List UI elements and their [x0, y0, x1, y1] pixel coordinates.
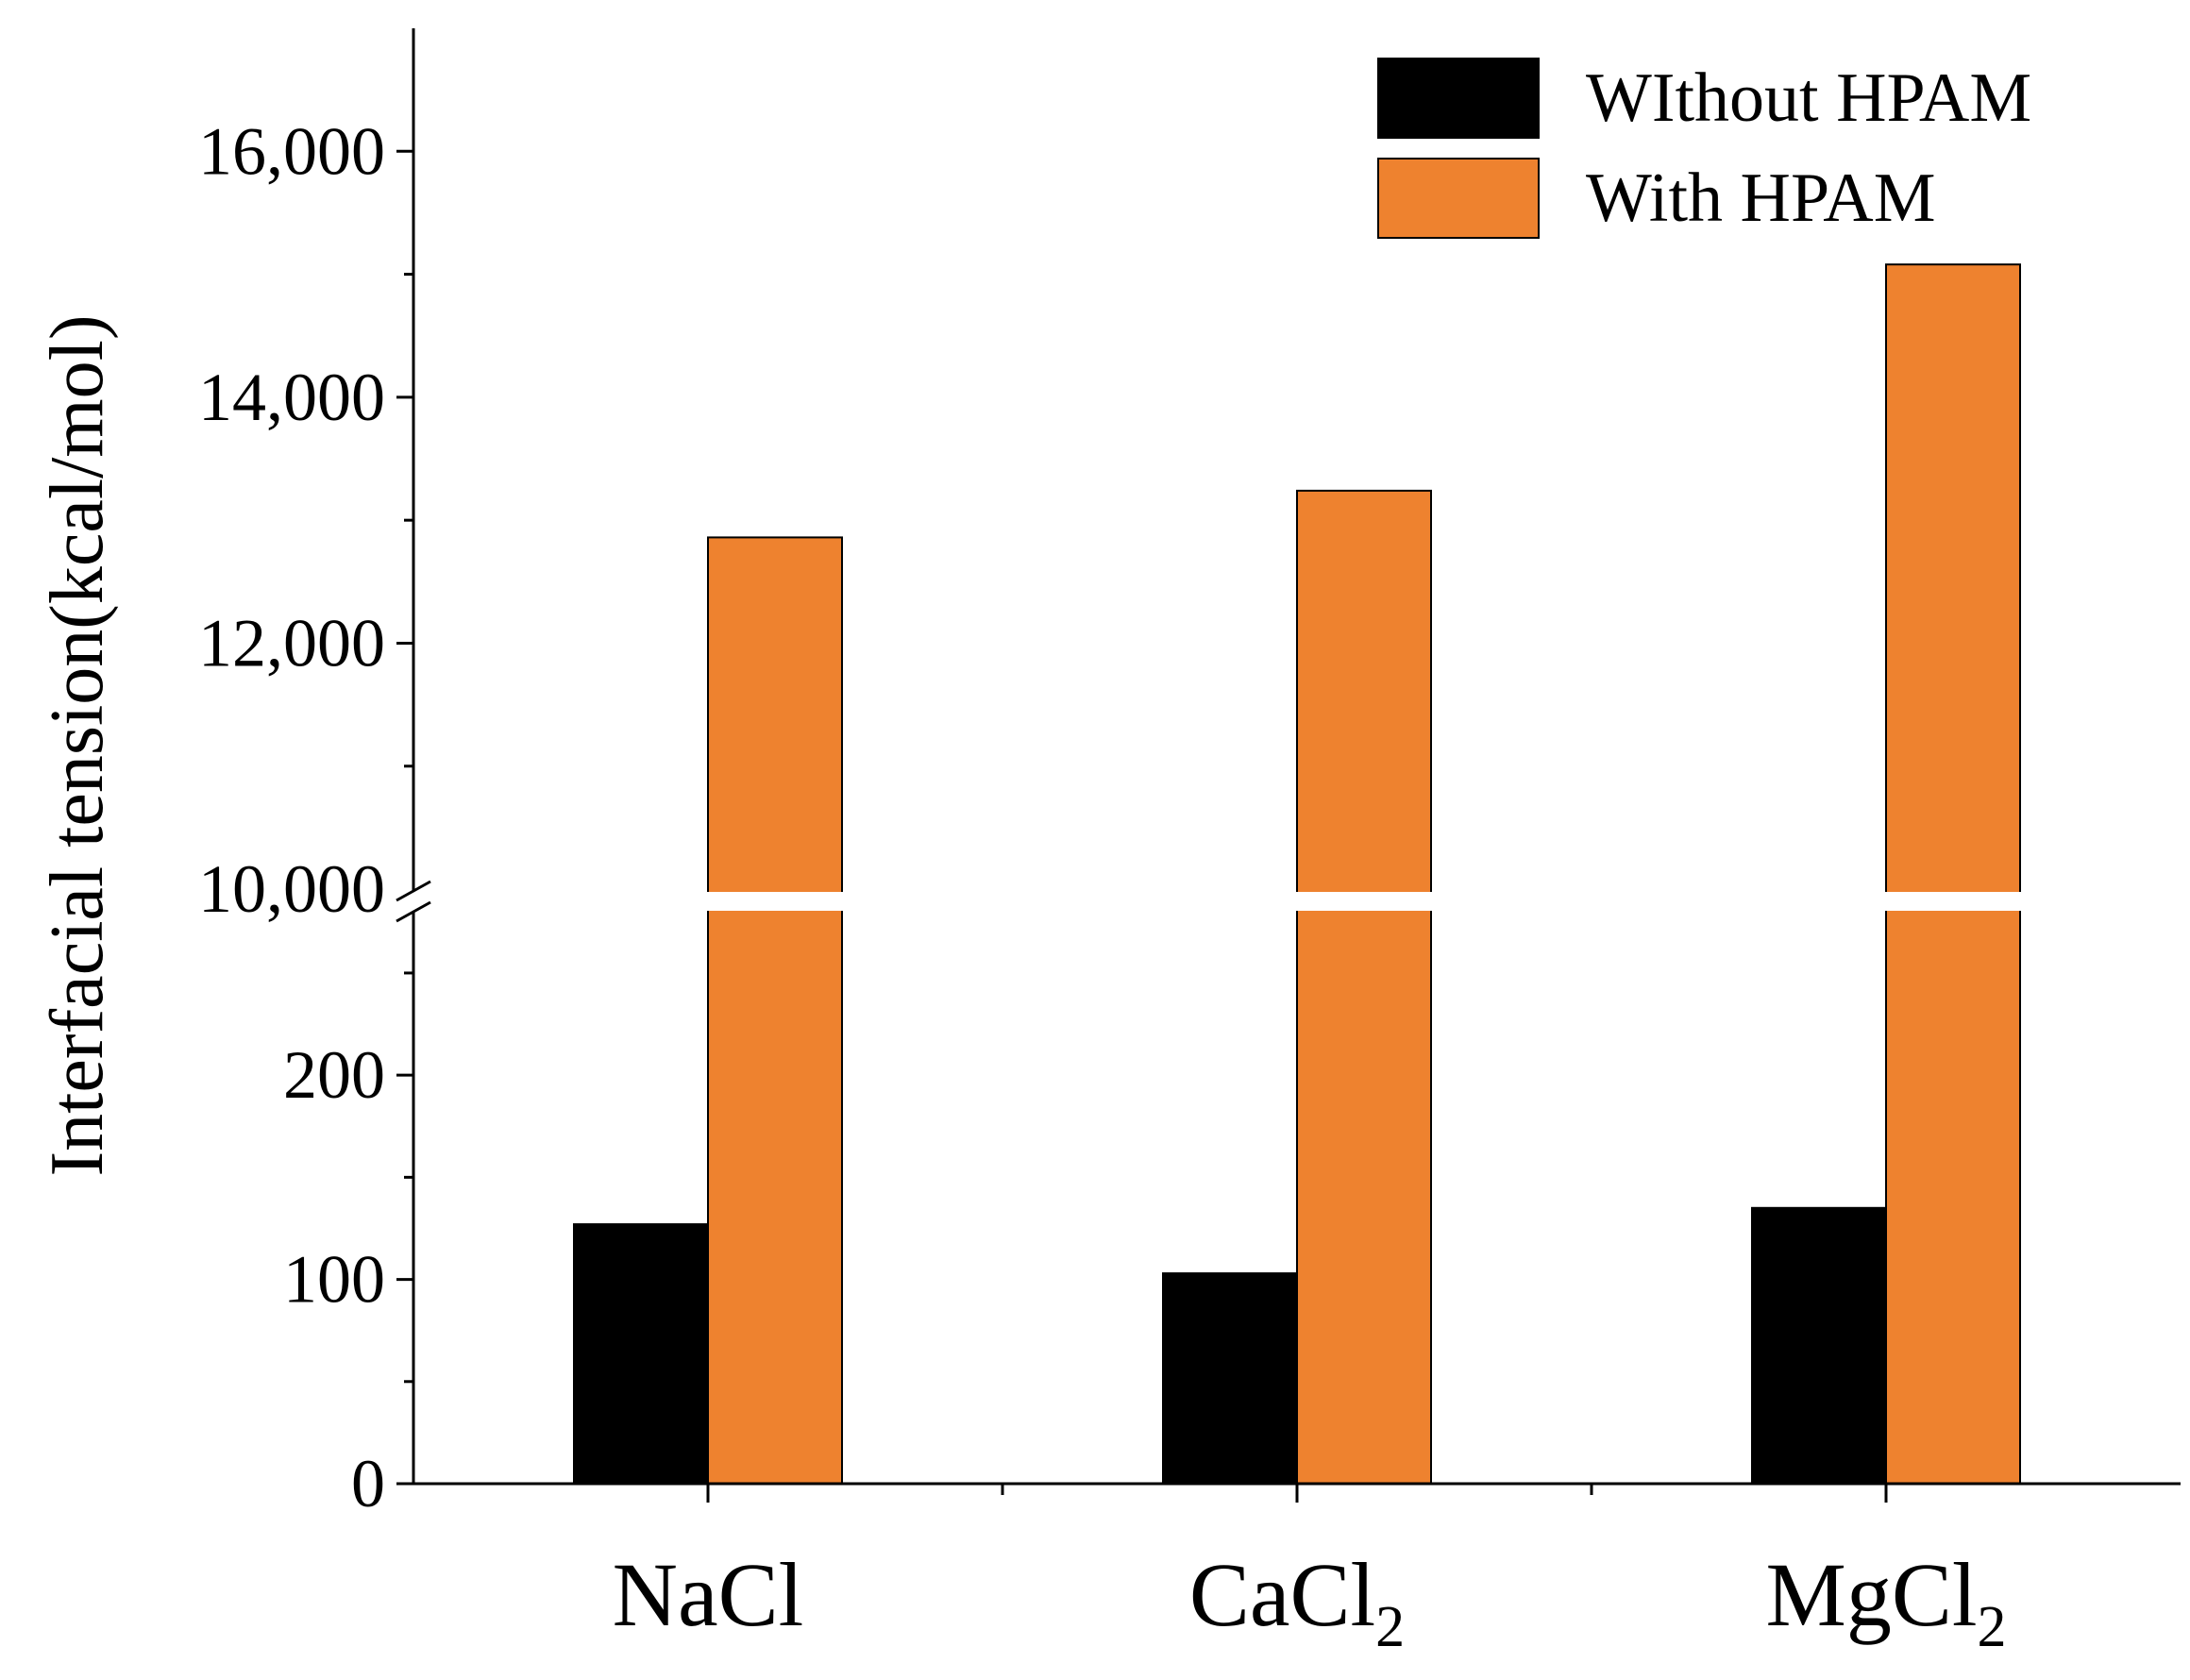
legend: WIthout HPAM With HPAM	[1377, 58, 2031, 239]
legend-swatch-with-hpam	[1377, 158, 1540, 239]
y-tick-label: 0	[351, 1446, 385, 1521]
x-tick-label-mgcl2: MgCl2	[1765, 1544, 2006, 1659]
axis-break-mark-upper	[396, 880, 431, 902]
y-tick-label: 100	[283, 1242, 385, 1318]
legend-swatch-without-hpam	[1377, 58, 1540, 139]
y-tick-label: 14,000	[198, 360, 385, 435]
y-tick-label: 16,000	[198, 113, 385, 189]
legend-label-without-hpam: WIthout HPAM	[1586, 59, 2031, 137]
bars-layer	[417, 263, 2181, 1486]
legend-label-with-hpam: With HPAM	[1586, 160, 1936, 237]
bar-mgcl2-without-hpam	[1751, 1206, 1887, 1486]
x-tick-label-cacl2: CaCl2	[1189, 1544, 1405, 1659]
axis-break-mark-lower	[396, 900, 431, 923]
y-axis-title: Interfacial tension(kcal/mol)	[36, 315, 119, 1177]
bar-cacl2-without-hpam	[1162, 1272, 1298, 1485]
y-tick-label: 12,000	[198, 605, 385, 680]
bar-mgcl2-with-hpam	[1885, 263, 2021, 1486]
y-tick-label: 200	[283, 1037, 385, 1113]
bar-nacl-without-hpam	[573, 1223, 709, 1485]
bar-nacl-with-hpam	[707, 536, 843, 1485]
axes-layer	[396, 28, 2181, 1503]
axis-break-gap	[417, 892, 2181, 911]
labels-layer: 0 100 200 10,000 12,000 14,000 16,000 NaCl CaCl2…	[198, 113, 2007, 1659]
bar-cacl2-with-hpam	[1296, 489, 1432, 1485]
y-tick-label: 10,000	[198, 851, 385, 927]
x-tick-label-nacl: NaCl	[613, 1544, 804, 1645]
